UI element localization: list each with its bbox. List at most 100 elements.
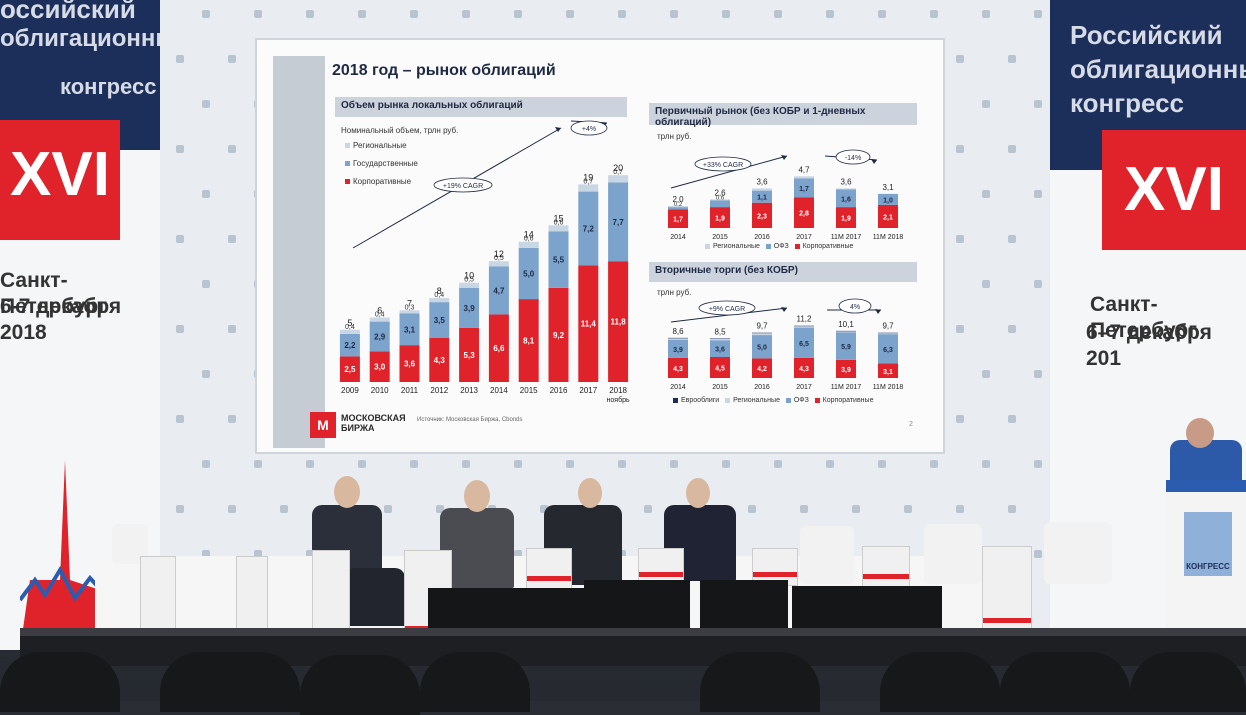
- data-label: 3,9: [841, 367, 851, 374]
- backdrop-logo-dot: [176, 325, 184, 333]
- tick-label: 2011: [401, 386, 419, 395]
- backdrop-logo-dot: [254, 10, 262, 18]
- data-label: 2,9: [374, 332, 386, 341]
- backdrop-logo-dot: [254, 460, 262, 468]
- backdrop-logo-dot: [826, 10, 834, 18]
- data-label: 1,7: [799, 186, 809, 193]
- tick-label: 2010: [371, 386, 389, 395]
- total-label: 8: [437, 286, 442, 296]
- backdrop-logo-dot: [1008, 55, 1016, 63]
- left-panel-title: Объем рынка локальных облигаций: [335, 97, 627, 117]
- total-label: 8,6: [672, 327, 684, 336]
- data-label: 5,0: [757, 345, 767, 352]
- data-label: 4,3: [434, 356, 446, 365]
- data-label: 3,6: [404, 360, 416, 369]
- total-label: 10,1: [838, 320, 854, 329]
- data-label: 2,8: [799, 211, 809, 218]
- backdrop-logo-dot: [982, 100, 990, 108]
- audience-head: [1000, 652, 1130, 712]
- congress-logo-text: КОНГРЕСС: [1184, 562, 1232, 571]
- banner-title-line: конгресс: [60, 72, 156, 102]
- moderator-lectern: КОНГРЕСС: [1166, 480, 1246, 630]
- tick-label: 11M 2017: [831, 234, 862, 241]
- backdrop-logo-dot: [878, 10, 886, 18]
- tick-label: 11M 2018: [873, 234, 904, 241]
- backdrop-logo-dot: [1034, 550, 1042, 558]
- data-label: 2,1: [883, 214, 893, 221]
- backdrop-logo-dot: [410, 10, 418, 18]
- total-label: 3,6: [840, 177, 852, 186]
- banner-title-line: конгресс: [1070, 88, 1184, 118]
- backdrop-logo-dot: [982, 460, 990, 468]
- backdrop-logo-dot: [306, 460, 314, 468]
- tick-label: 2015: [520, 386, 538, 395]
- backdrop-logo-dot: [228, 235, 236, 243]
- backdrop-logo-dot: [514, 10, 522, 18]
- backdrop-logo-dot: [1034, 100, 1042, 108]
- audience-head: [420, 652, 530, 712]
- tick-label: 2014: [670, 234, 686, 241]
- total-label: 9,7: [756, 322, 768, 331]
- audience-head: [1130, 652, 1246, 712]
- chair: [800, 526, 854, 584]
- backdrop-logo-dot: [982, 10, 990, 18]
- backdrop-logo-dot: [176, 505, 184, 513]
- tick-label: 2016: [754, 234, 770, 241]
- right-bottom-panel-title: Вторичные торги (без КОБР): [649, 262, 917, 282]
- data-label: 2,5: [344, 365, 356, 374]
- backdrop-logo-dot: [774, 460, 782, 468]
- data-label: 3,5: [434, 316, 446, 325]
- total-label: 11,2: [797, 315, 813, 324]
- bar-segment: [578, 184, 598, 191]
- backdrop-logo-dot: [904, 505, 912, 513]
- total-label: 20: [613, 163, 623, 173]
- backdrop-logo-dot: [670, 460, 678, 468]
- stage-monitor: [584, 580, 690, 632]
- bar-segment: [668, 206, 688, 207]
- backdrop-logo-dot: [306, 10, 314, 18]
- backdrop-logo-dot: [202, 10, 210, 18]
- backdrop-logo-dot: [410, 460, 418, 468]
- total-label: 9,7: [882, 322, 894, 331]
- bar-segment: [710, 199, 730, 200]
- backdrop-logo-dot: [228, 415, 236, 423]
- data-label: 5,0: [523, 269, 535, 278]
- backdrop-logo-dot: [982, 280, 990, 288]
- tick-label: 11M 2017: [831, 384, 862, 391]
- backdrop-logo-dot: [228, 325, 236, 333]
- backdrop-logo-dot: [644, 505, 652, 513]
- backdrop-logo-dot: [1008, 325, 1016, 333]
- backdrop-logo-dot: [1008, 235, 1016, 243]
- tick-label: 2014: [490, 386, 508, 395]
- banner-date: 6–7 декабря 201: [1086, 320, 1246, 372]
- audience-head: [880, 652, 1000, 712]
- tick-label: 2012: [430, 386, 448, 395]
- backdrop-logo-dot: [384, 505, 392, 513]
- data-label: 6,5: [799, 341, 809, 348]
- total-label: 7: [407, 298, 412, 308]
- backdrop-logo-dot: [1008, 145, 1016, 153]
- backdrop-logo-dot: [202, 190, 210, 198]
- moex-logo-icon: M: [310, 412, 336, 438]
- backdrop-logo-dot: [956, 145, 964, 153]
- backdrop-logo-dot: [852, 505, 860, 513]
- backdrop-logo-dot: [176, 415, 184, 423]
- backdrop-logo-dot: [514, 460, 522, 468]
- data-label: 11,4: [581, 320, 597, 329]
- data-label: 1,0: [883, 197, 893, 204]
- backdrop-logo-dot: [202, 370, 210, 378]
- cagr-label: -14%: [845, 155, 861, 162]
- projection-screen: 2018 год – рынок облигаций Объем рынка л…: [257, 40, 943, 452]
- chart-local-bonds: 2,52,20,4520093,02,90,4620103,63,10,3720…: [335, 120, 635, 412]
- banner-number: XVI: [0, 120, 120, 240]
- backdrop-logo-dot: [826, 460, 834, 468]
- total-label: 10: [464, 271, 474, 281]
- backdrop-logo-dot: [228, 55, 236, 63]
- backdrop-logo-dot: [358, 460, 366, 468]
- total-label: 2,6: [714, 188, 726, 197]
- tick-label: 2014: [670, 384, 686, 391]
- cagr-label: +9% CAGR: [709, 306, 745, 313]
- data-label: 1,7: [673, 217, 683, 224]
- data-label: 7,2: [583, 224, 595, 233]
- data-label: 4,3: [673, 366, 683, 373]
